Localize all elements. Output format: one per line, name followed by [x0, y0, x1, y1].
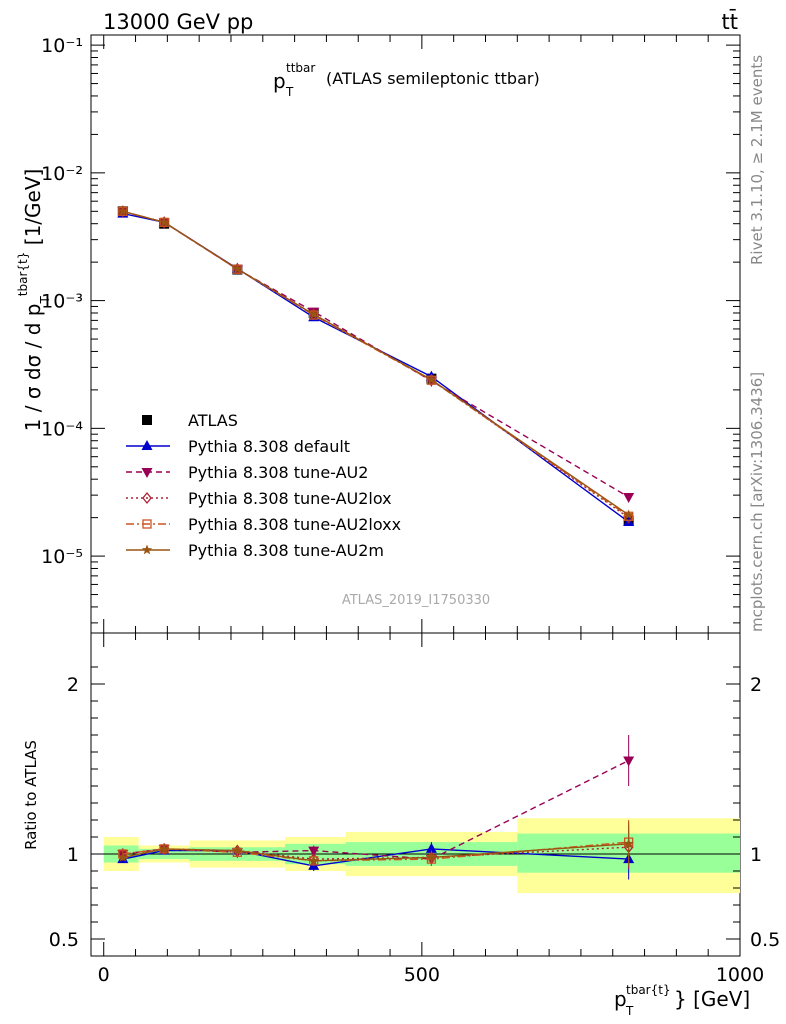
ratio-point-1-5	[623, 756, 635, 767]
legend-label-0: ATLAS	[188, 411, 238, 430]
main-y-tick-label: 10⁻⁴	[41, 418, 83, 440]
legend-label-4: Pythia 8.308 tune-AU2loxx	[188, 515, 401, 534]
ratio-point-0-4	[425, 842, 437, 853]
ratio-y-tick-label-left: 1	[67, 844, 79, 866]
legend-label-3: Pythia 8.308 tune-AU2lox	[188, 489, 392, 508]
x-tick-label: 500	[404, 964, 440, 986]
ratio-point-4-1	[158, 843, 170, 854]
main-point-1-5	[623, 515, 635, 526]
mcplots-label: mcplots.cern.ch [arXiv:1306.3436]	[748, 372, 766, 632]
ratio-y-tick-label-left: 0.5	[49, 929, 79, 951]
svg-text:1 / σ dσ / d pTtbar{t} [1/GeV]: 1 / σ dσ / d pTtbar{t} [1/GeV]	[16, 169, 52, 432]
main-y-tick-label: 10⁻²	[41, 163, 83, 185]
main-line-5	[122, 210, 630, 516]
x-tick-label: 1000	[716, 964, 764, 986]
legend-label-5: Pythia 8.308 tune-AU2m	[188, 541, 384, 560]
ratio-y-axis-label: Ratio to ATLAS	[22, 740, 40, 850]
svg-text:p: p	[614, 987, 627, 1011]
legend-marker-5	[141, 544, 153, 555]
plot-title-sub: T	[285, 85, 294, 99]
ratio-line-4	[122, 843, 629, 862]
svg-text:T: T	[625, 1004, 634, 1018]
ratio-point-4-4	[426, 851, 437, 862]
legend-marker-1	[141, 440, 153, 450]
main-point-5-0	[117, 205, 128, 216]
plot-title: p T ttbar (ATLAS semileptonic ttbar)	[273, 61, 540, 99]
ratio-panel-frame	[90, 632, 741, 957]
main-y-tick-label: 10⁻⁵	[41, 546, 83, 568]
ratio-y-tick-label-right: 1	[750, 844, 762, 866]
ratio-point-1-3	[308, 846, 320, 857]
legend-marker-4	[142, 519, 152, 529]
main-point-2-5	[623, 493, 635, 504]
energy-label: 13000 GeV pp	[103, 10, 253, 34]
legend-label-2: Pythia 8.308 tune-AU2	[188, 463, 368, 482]
process-label: tt̄	[722, 9, 738, 34]
ratio-y-tick-label-left: 2	[67, 674, 79, 696]
main-point-5-1	[158, 216, 170, 227]
main-y-axis-label: 1 / σ dσ / d pTtbar{t} [1/GeV]	[16, 169, 52, 432]
legend-marker-3	[142, 491, 152, 505]
analysis-watermark: ATLAS_2019_I1750330	[342, 593, 490, 608]
ratio-series-group	[117, 735, 635, 880]
main-point-5-2	[232, 263, 243, 274]
legend: ATLAS Pythia 8.308 default Pythia 8.308 tu…	[126, 411, 401, 560]
ratio-point-4-2	[232, 845, 243, 855]
svg-text:tbar{t}: tbar{t}	[626, 983, 671, 997]
main-point-5-4	[426, 374, 437, 385]
plot-title-main: p	[273, 69, 286, 93]
ratio-line-0	[122, 848, 629, 867]
rivet-version-label: Rivet 3.1.10, ≥ 2.1M events	[748, 55, 766, 265]
ratio-y-tick-label-right: 2	[750, 674, 762, 696]
main-series-group	[117, 205, 635, 526]
ratio-y-tick-label-right: 0.5	[750, 929, 780, 951]
plot-title-sup: ttbar	[286, 61, 315, 75]
legend-marker-2	[141, 468, 153, 478]
axis-ticks: 10⁻¹ 10⁻² 10⁻³ 10⁻⁴ 10⁻⁵ 0 500 1000 2 2 1 1 0.5 0.5	[41, 35, 780, 986]
main-y-tick-label: 10⁻³	[41, 291, 83, 313]
ratio-point-4-5	[623, 838, 634, 849]
legend-marker-0	[142, 415, 152, 425]
main-point-5-5	[623, 509, 634, 520]
main-point-5-3	[308, 308, 319, 319]
x-tick-label: 0	[98, 964, 110, 986]
legend-label-1: Pythia 8.308 default	[188, 437, 350, 456]
x-axis-label: p T tbar{t} } [GeV]	[614, 983, 750, 1018]
ratio-point-4-0	[117, 851, 128, 862]
svg-text:} [GeV]: } [GeV]	[674, 987, 750, 1011]
main-y-tick-label: 10⁻¹	[41, 35, 83, 57]
ratio-point-4-3	[308, 855, 319, 866]
plot-title-rest: (ATLAS semileptonic ttbar)	[326, 69, 540, 88]
main-point-3-5	[623, 511, 634, 524]
ratio-uncertainty-bands	[103, 818, 740, 894]
